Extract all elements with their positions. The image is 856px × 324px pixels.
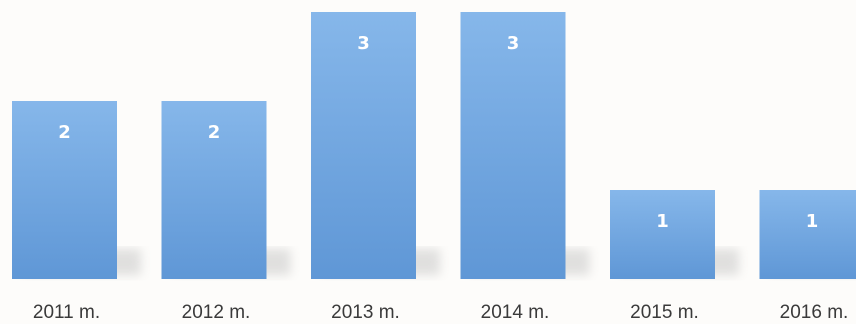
data-label-2: 2: [208, 122, 221, 143]
x-tick-label-5: 2015 m.: [630, 302, 699, 323]
data-label-3: 3: [357, 33, 370, 54]
bar-2015-m: [610, 190, 715, 279]
data-label-6: 1: [806, 211, 819, 232]
data-label-4: 3: [507, 33, 520, 54]
x-tick-label-2: 2012 m.: [182, 302, 251, 323]
x-tick-label-3: 2013 m.: [331, 302, 400, 323]
x-tick-label-6: 2016 m.: [780, 302, 849, 323]
bar-2016-m: [760, 190, 856, 279]
x-tick-label-1: 2011 m.: [33, 302, 100, 323]
data-label-1: 2: [58, 122, 71, 143]
x-tick-label-4: 2014 m.: [481, 302, 550, 323]
data-label-5: 1: [656, 211, 669, 232]
